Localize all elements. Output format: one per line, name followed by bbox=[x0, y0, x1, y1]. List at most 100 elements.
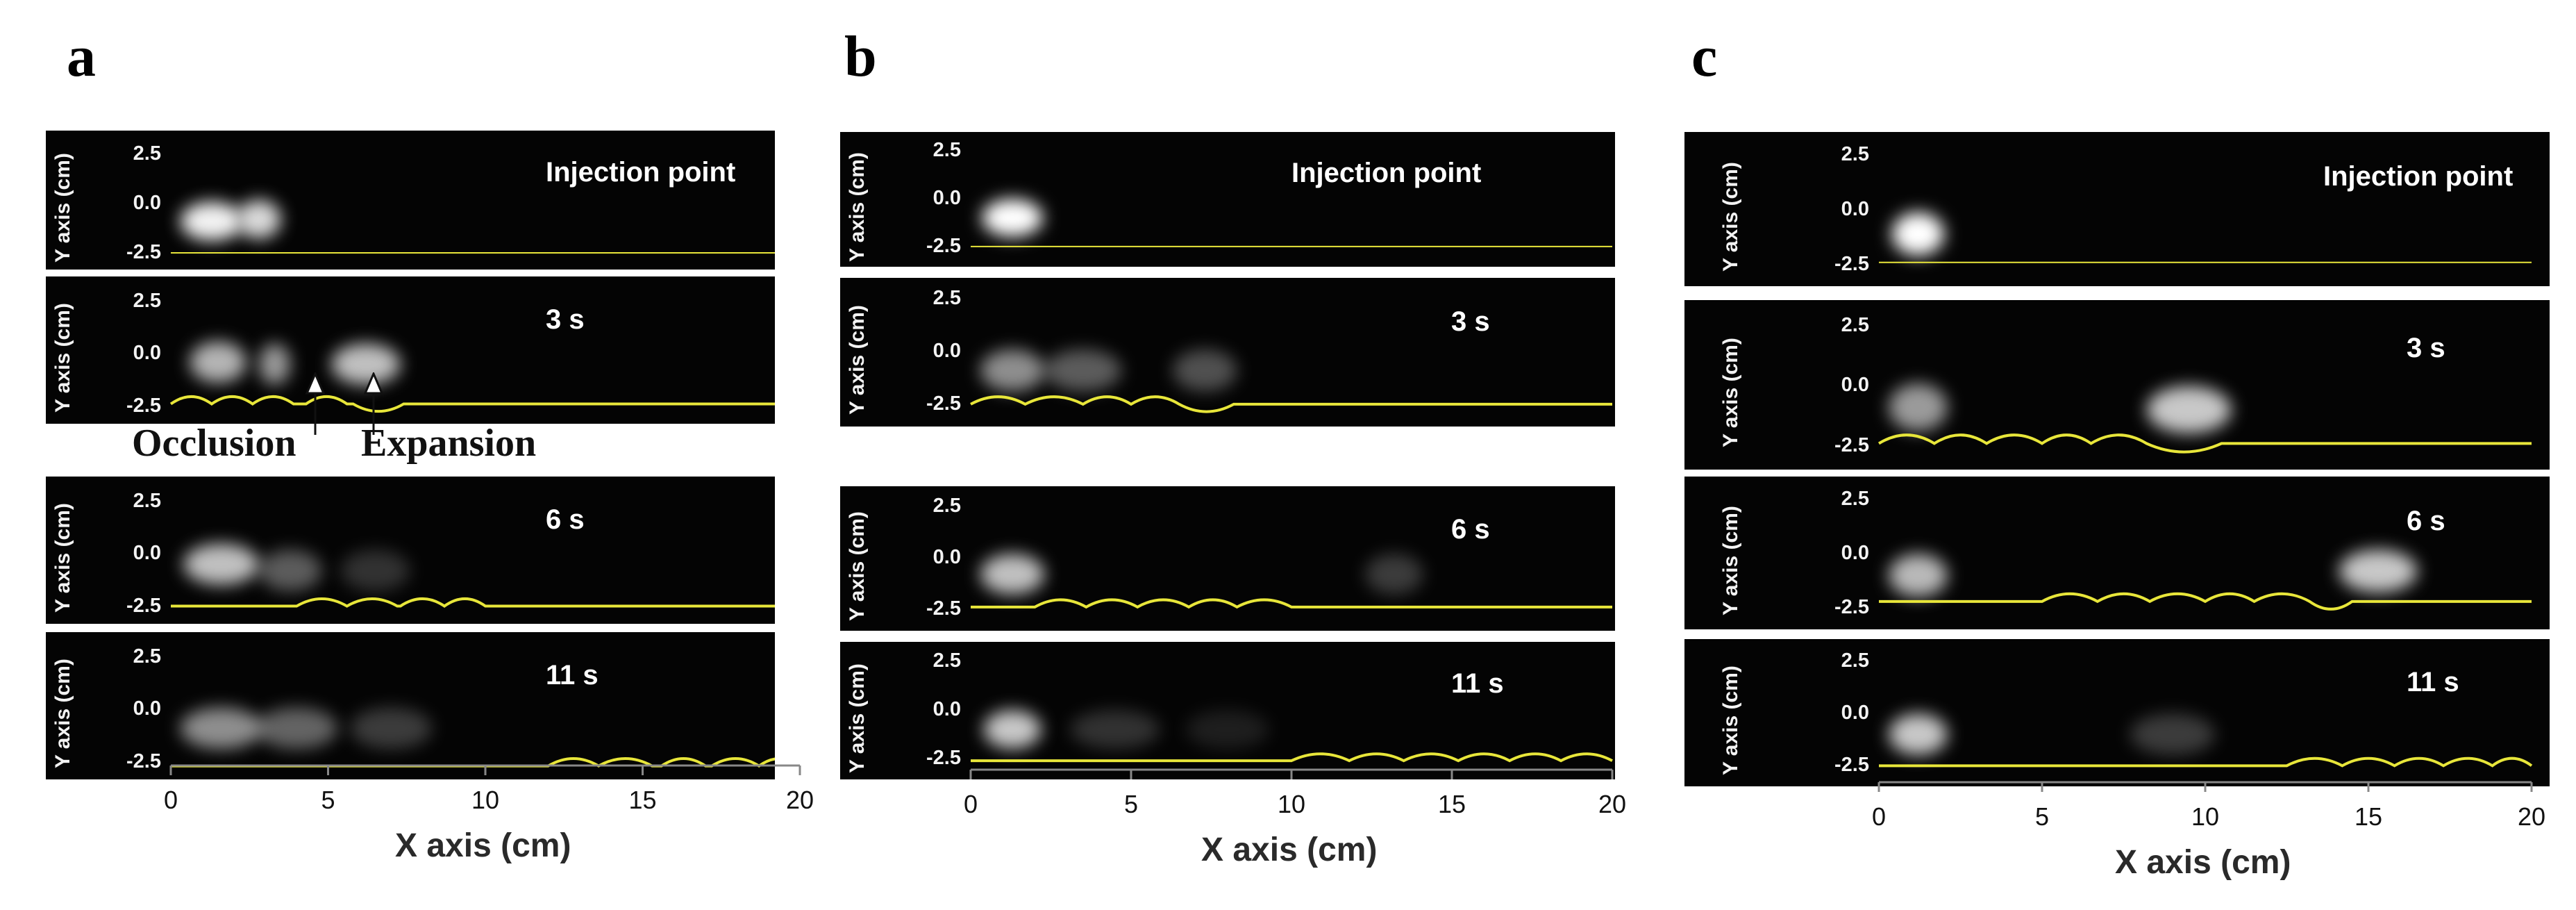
y-axis-label: Y axis (cm) bbox=[846, 305, 869, 415]
tracer-blob bbox=[256, 707, 338, 750]
y-tick-label: 0.0 bbox=[932, 339, 961, 362]
tracer-blob bbox=[1365, 554, 1423, 595]
x-axis-title: X axis (cm) bbox=[2115, 844, 2291, 881]
x-axis-b: 0 5 10 15 20 X axis (cm) bbox=[833, 766, 1694, 884]
y-axis-label: Y axis (cm) bbox=[51, 503, 74, 613]
tracer-blob bbox=[237, 199, 281, 239]
y-tick-label: 2.5 bbox=[932, 139, 961, 162]
x-tick-label: 10 bbox=[471, 786, 500, 814]
panel-graphics bbox=[171, 543, 775, 608]
y-tick-label: 0.0 bbox=[1841, 702, 1869, 725]
y-tick-label: 2.5 bbox=[133, 290, 161, 313]
expansion-label: Expansion bbox=[361, 422, 537, 465]
x-tick-label: 20 bbox=[2517, 802, 2546, 831]
panel-time-label: 11 s bbox=[2407, 667, 2459, 698]
tracer-blob bbox=[1891, 212, 1944, 256]
vessel-wall-line bbox=[169, 395, 775, 413]
tracer-blob bbox=[2130, 713, 2216, 755]
y-tick-label: -2.5 bbox=[126, 594, 161, 617]
image-panel-b-11s: Y axis (cm) 2.5 0.0 -2.5 11 s bbox=[840, 642, 1615, 779]
y-axis-label: Y axis (cm) bbox=[51, 153, 74, 263]
vessel-wall-line bbox=[1879, 592, 2532, 611]
panel-graphics bbox=[169, 341, 775, 413]
x-tick-label: 0 bbox=[1871, 802, 1887, 831]
x-axis-line bbox=[169, 764, 801, 775]
tracer-blob bbox=[1173, 349, 1237, 392]
x-tick-label: 5 bbox=[2034, 802, 2050, 831]
panel-graphics bbox=[1879, 549, 2532, 611]
tracer-blob bbox=[180, 707, 262, 750]
y-tick-label: 2.5 bbox=[932, 286, 961, 309]
panel-time-label: 11 s bbox=[1451, 668, 1504, 699]
vessel-wall-line bbox=[971, 598, 1612, 609]
vessel-wall-line bbox=[1877, 433, 2532, 454]
x-axis-title: X axis (cm) bbox=[395, 827, 571, 864]
y-axis-label: Y axis (cm) bbox=[1719, 338, 1742, 447]
tracer-blob bbox=[1185, 710, 1269, 749]
y-tick-label: 0.0 bbox=[1841, 542, 1869, 565]
panel-time-label: 6 s bbox=[2407, 506, 2445, 536]
figure-column-c: c Y axis (cm) 2.5 0.0 -2.5 Injection point Y… bbox=[1680, 0, 2576, 910]
y-tick-label: 0.0 bbox=[133, 697, 161, 720]
tracer-blob bbox=[1889, 383, 1948, 431]
y-tick-label: 0.0 bbox=[133, 542, 161, 565]
y-tick-label: -2.5 bbox=[1834, 252, 1869, 275]
tracer-blob bbox=[1889, 554, 1948, 597]
y-axis-label: Y axis (cm) bbox=[846, 663, 869, 773]
image-panel-c-11s: Y axis (cm) 2.5 0.0 -2.5 11 s bbox=[1684, 639, 2550, 786]
y-tick-label: 2.5 bbox=[1841, 313, 1869, 336]
y-tick-label: -2.5 bbox=[926, 597, 961, 620]
panel-label-b: b bbox=[844, 24, 877, 89]
tracer-blob bbox=[983, 710, 1042, 749]
tracer-blob bbox=[258, 343, 291, 386]
y-axis-label: Y axis (cm) bbox=[1719, 506, 1742, 615]
x-tick-label: 15 bbox=[2354, 802, 2383, 831]
occlusion-label: Occlusion bbox=[132, 422, 296, 465]
y-tick-label: 0.0 bbox=[932, 545, 961, 568]
panel-graphics bbox=[171, 707, 775, 768]
y-tick-label: 2.5 bbox=[133, 142, 161, 165]
vessel-wall-line bbox=[171, 597, 775, 608]
y-axis-label: Y axis (cm) bbox=[51, 303, 74, 413]
tracer-blob bbox=[980, 554, 1045, 595]
y-tick-label: 0.0 bbox=[1841, 374, 1869, 397]
x-axis-c: 0 5 10 15 20 X axis (cm) bbox=[1680, 778, 2576, 903]
x-tick-label: 5 bbox=[321, 786, 335, 814]
panel-graphics bbox=[1879, 212, 2532, 263]
y-tick-label: 2.5 bbox=[932, 495, 961, 518]
y-tick-label: 2.5 bbox=[133, 645, 161, 668]
y-axis-label: Y axis (cm) bbox=[846, 511, 869, 621]
tracer-blob bbox=[183, 543, 259, 586]
y-tick-label: -2.5 bbox=[1834, 754, 1869, 777]
x-tick-label: 20 bbox=[785, 786, 814, 814]
y-tick-label: 2.5 bbox=[1841, 649, 1869, 672]
panel-graphics bbox=[971, 199, 1612, 247]
y-axis-label: Y axis (cm) bbox=[1719, 162, 1742, 272]
panel-graphics bbox=[171, 199, 775, 254]
tracer-blob bbox=[980, 349, 1045, 392]
x-tick-label: 15 bbox=[628, 786, 657, 814]
panel-time-label: 3 s bbox=[546, 304, 585, 336]
x-axis-a: 0 5 10 15 20 X axis (cm) bbox=[0, 761, 833, 879]
panel-time-label: Injection point bbox=[1291, 157, 1482, 188]
y-tick-label: -2.5 bbox=[1834, 433, 1869, 456]
tracer-blob bbox=[180, 201, 244, 241]
x-tick-label: 10 bbox=[1277, 790, 1306, 818]
image-panel-b-injection: Y axis (cm) 2.5 0.0 -2.5 Injection point bbox=[840, 132, 1615, 267]
y-tick-label: -2.5 bbox=[926, 392, 961, 415]
panel-graphics bbox=[971, 710, 1613, 763]
x-axis-line bbox=[969, 768, 1614, 779]
panel-time-label: 3 s bbox=[1451, 306, 1490, 337]
x-axis-line bbox=[1877, 781, 2533, 792]
image-panel-a-6s: Y axis (cm) 2.5 0.0 -2.5 6 s bbox=[46, 477, 775, 624]
tracer-blob bbox=[190, 341, 246, 383]
figure-column-a: a Y axis (cm) 2.5 0.0 -2.5 Injection point Y… bbox=[0, 0, 833, 910]
panel-time-label: Injection point bbox=[546, 157, 736, 188]
tracer-blob bbox=[258, 549, 322, 592]
y-axis-label: Y axis (cm) bbox=[1719, 665, 1742, 775]
tracer-blob bbox=[1889, 713, 1948, 755]
y-tick-label: -2.5 bbox=[126, 241, 161, 263]
tracer-blob bbox=[1044, 349, 1122, 392]
y-tick-label: 2.5 bbox=[1841, 488, 1869, 510]
image-panel-c-3s: Y axis (cm) 2.5 0.0 -2.5 3 s bbox=[1684, 300, 2550, 470]
